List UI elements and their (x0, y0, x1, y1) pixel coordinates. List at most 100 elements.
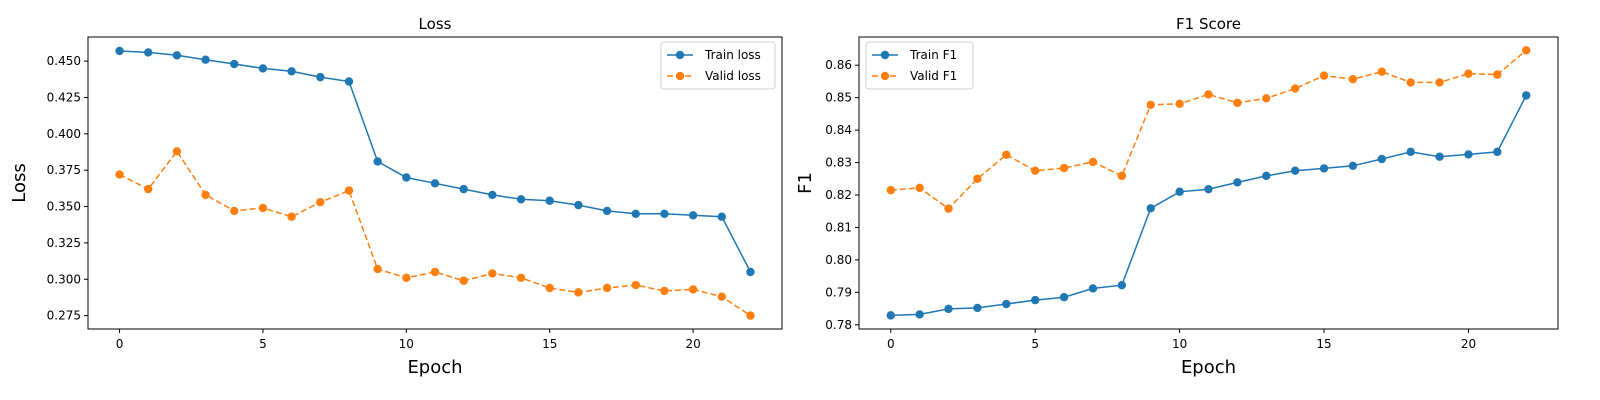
data-point (1059, 293, 1069, 302)
x-tick-label: 20 (685, 337, 700, 351)
data-point (886, 311, 895, 320)
y-tick-label: 0.79 (825, 285, 852, 299)
data-point (430, 179, 440, 188)
data-point (973, 174, 982, 183)
data-point (373, 157, 382, 166)
y-tick-label: 0.300 (47, 272, 81, 286)
series-line-valid-f1 (890, 49, 1527, 210)
data-point (1493, 70, 1502, 79)
data-point (631, 280, 640, 290)
data-point (1117, 281, 1127, 290)
legend: Train F1 Valid F1 (865, 41, 974, 90)
data-point (488, 190, 497, 200)
legend-label: Valid loss (705, 69, 761, 83)
data-point (545, 283, 554, 293)
data-point (1290, 84, 1300, 93)
data-point (631, 209, 640, 219)
y-tick-label: 0.84 (825, 123, 852, 137)
legend-marker (675, 50, 685, 60)
data-point (459, 184, 468, 194)
x-tick-label: 20 (1461, 337, 1476, 351)
data-point (1319, 71, 1329, 80)
data-point (516, 273, 526, 283)
y-tick-label: 0.83 (825, 156, 852, 170)
data-point (115, 46, 124, 56)
data-point (915, 183, 924, 193)
series-line-train-loss (119, 50, 752, 273)
y-tick-label: 0.425 (47, 90, 81, 104)
x-tick-label: 5 (1031, 337, 1039, 351)
legend: Train loss Valid loss (660, 41, 776, 90)
data-point (1377, 67, 1387, 76)
series-line-train-f1 (890, 95, 1527, 317)
data-point (1435, 78, 1444, 87)
data-point (258, 203, 268, 213)
x-tick-label: 0 (116, 337, 124, 351)
data-point (316, 72, 325, 82)
x-tick-label: 15 (542, 337, 557, 351)
x-axis-label: Epoch (407, 357, 462, 378)
data-point (1059, 163, 1069, 173)
y-tick-label: 0.375 (47, 163, 81, 177)
data-point (717, 212, 726, 221)
legend-label: Train F1 (909, 48, 957, 62)
data-point (886, 185, 895, 195)
data-point (688, 285, 698, 294)
data-point (459, 276, 468, 285)
data-point (1204, 184, 1213, 194)
plot-frame (87, 36, 783, 330)
y-tick-label: 0.82 (825, 188, 852, 202)
data-point (1406, 78, 1415, 87)
data-point (516, 195, 526, 204)
chart-1: F1 Score 0 5 10 15 20 0.78 0.79 0.80 0.81 0.82 0.83… (795, 15, 1559, 378)
data-point (1117, 171, 1127, 181)
chart-title: Loss (419, 15, 452, 33)
data-point (287, 67, 296, 76)
data-point (144, 48, 153, 57)
y-tick-label: 0.86 (825, 58, 852, 72)
plot-frame (858, 36, 1559, 330)
data-point (344, 186, 354, 195)
chart-0: Loss 0 5 10 15 20 0.275 0.300 0.325 0.350 0.375 0.4… (9, 15, 783, 378)
data-point (1262, 94, 1271, 103)
data-point (344, 77, 354, 86)
x-tick-label: 5 (259, 337, 267, 351)
data-point (746, 267, 755, 277)
y-axis-label: F1 (795, 172, 816, 194)
data-point (402, 273, 411, 283)
data-point (115, 170, 124, 179)
data-point (1146, 204, 1155, 213)
data-point (660, 209, 669, 219)
data-point (1522, 46, 1531, 55)
x-tick-label: 10 (1172, 337, 1187, 351)
data-point (1493, 147, 1502, 157)
data-point (1377, 154, 1387, 164)
y-tick-label: 0.85 (825, 91, 852, 105)
data-point (488, 269, 497, 278)
x-tick-label: 15 (1316, 337, 1331, 351)
data-point (973, 303, 982, 313)
data-point (1175, 187, 1184, 196)
y-tick-label: 0.80 (825, 253, 852, 267)
y-tick-label: 0.275 (47, 309, 81, 323)
data-point (574, 288, 583, 297)
data-point (1348, 161, 1358, 171)
x-tick-label: 10 (399, 337, 414, 351)
data-point (1146, 100, 1155, 110)
data-point (201, 190, 210, 200)
legend-marker (880, 71, 890, 81)
data-point (944, 304, 953, 314)
data-point (430, 267, 440, 277)
data-point (1204, 90, 1213, 99)
data-point (1262, 171, 1271, 181)
data-point (1290, 166, 1300, 175)
data-point (660, 286, 669, 296)
data-point (1002, 150, 1011, 159)
data-point (1002, 299, 1011, 309)
data-point (915, 310, 924, 319)
data-point (1406, 147, 1415, 157)
data-point (287, 212, 296, 221)
data-point (172, 147, 182, 156)
data-point (172, 51, 182, 60)
legend-marker (880, 50, 890, 60)
